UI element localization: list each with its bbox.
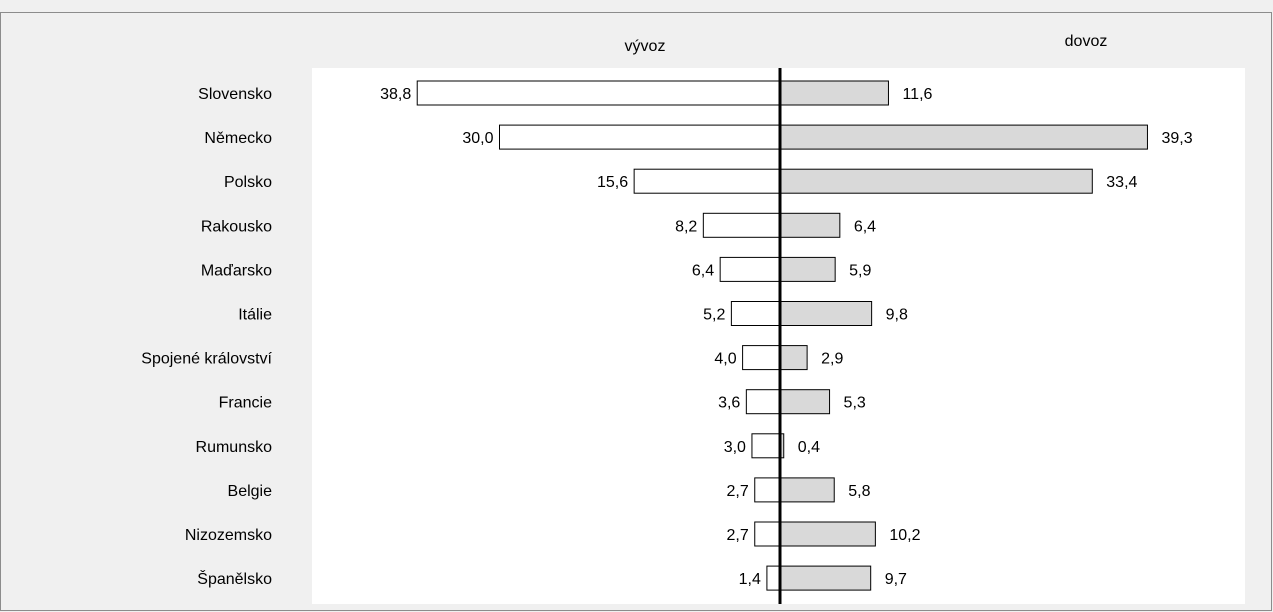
data-label-vyvoz: 3,6 [718,395,740,412]
data-label-vyvoz: 6,4 [692,262,714,279]
bar-vyvoz [745,389,781,415]
bar-dovoz [779,168,1093,194]
data-label-dovoz: 0,4 [798,439,820,456]
category-label: Rumunsko [196,439,273,456]
category-label: Francie [219,395,272,412]
data-label-dovoz: 5,9 [849,262,871,279]
bar-vyvoz [742,345,781,371]
bar-vyvoz [633,168,781,194]
bar-dovoz [779,301,873,326]
category-label: Polsko [224,174,272,191]
category-label: Maďarsko [201,262,272,279]
category-label: Německo [204,130,272,147]
data-label-vyvoz: 2,7 [727,483,749,500]
category-label: Slovensko [198,86,272,103]
data-label-dovoz: 2,9 [821,351,843,368]
data-label-dovoz: 9,8 [886,307,908,324]
bar-dovoz [779,256,836,282]
data-label-dovoz: 39,3 [1161,130,1192,147]
data-label-dovoz: 9,7 [885,571,907,588]
bar-dovoz [779,477,835,503]
bar-dovoz [779,80,889,106]
data-label-dovoz: 10,2 [889,527,920,544]
data-label-vyvoz: 4,0 [714,351,736,368]
bar-dovoz [779,345,808,371]
bar-dovoz [779,565,872,591]
bar-vyvoz [766,565,781,591]
data-label-vyvoz: 15,6 [597,174,628,191]
bar-dovoz [779,521,876,547]
category-label: Itálie [238,307,272,324]
category-label: Spojené království [141,351,272,368]
bar-rows: Slovensko 38,8 11,6 Německo 30,0 39,3 Polsko 15… [141,80,1193,591]
data-label-vyvoz: 30,0 [462,130,493,147]
data-label-dovoz: 11,6 [902,86,932,103]
category-label: Nizozemsko [185,527,272,544]
bar-dovoz [779,212,841,238]
data-label-vyvoz: 2,7 [727,527,749,544]
header-dovoz: dovoz [1065,33,1108,50]
data-label-dovoz: 5,8 [848,483,870,500]
bar-vyvoz [730,301,781,326]
bar-vyvoz [702,212,781,238]
bar-vyvoz [499,124,781,150]
data-label-dovoz: 6,4 [854,218,876,235]
data-label-vyvoz: 8,2 [675,218,697,235]
bar-vyvoz [754,521,781,547]
data-label-vyvoz: 5,2 [703,307,725,324]
category-label: Rakousko [201,218,272,235]
bar-vyvoz [754,477,781,503]
bar-vyvoz [416,80,781,106]
category-label: Španělsko [197,569,272,588]
data-label-vyvoz: 1,4 [739,571,761,588]
data-label-vyvoz: 3,0 [724,439,746,456]
data-label-vyvoz: 38,8 [380,86,411,103]
header-vyvoz: vývoz [625,38,666,55]
data-label-dovoz: 33,4 [1106,174,1137,191]
bar-dovoz [779,389,831,415]
bar-dovoz [779,124,1148,150]
bar-vyvoz [719,256,781,282]
bar-vyvoz [751,433,781,459]
category-label: Belgie [228,483,273,500]
chart-frame [0,12,1272,611]
data-label-dovoz: 5,3 [844,395,866,412]
